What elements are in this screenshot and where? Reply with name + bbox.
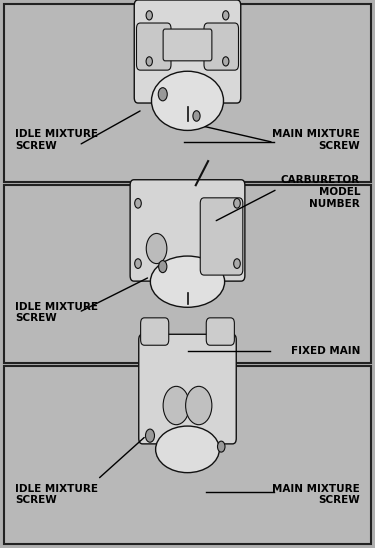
FancyBboxPatch shape [206,318,234,345]
Text: FIXED MAIN: FIXED MAIN [291,346,360,356]
Circle shape [146,11,152,20]
Circle shape [223,57,229,66]
Text: MAIN MIXTURE
SCREW: MAIN MIXTURE SCREW [272,484,360,505]
FancyBboxPatch shape [163,29,212,61]
FancyBboxPatch shape [134,0,241,103]
Circle shape [146,57,152,66]
Ellipse shape [150,256,225,307]
Circle shape [217,441,225,452]
Circle shape [146,429,154,442]
Circle shape [163,386,189,425]
Circle shape [146,233,167,264]
Text: IDLE MIXTURE
SCREW: IDLE MIXTURE SCREW [15,129,98,151]
Circle shape [135,259,141,269]
FancyBboxPatch shape [4,4,371,182]
FancyBboxPatch shape [136,23,171,70]
Ellipse shape [156,426,219,472]
Circle shape [234,198,240,208]
Text: CARBURETOR
MODEL
NUMBER: CARBURETOR MODEL NUMBER [281,175,360,209]
Circle shape [186,386,212,425]
Text: IDLE MIXTURE
SCREW: IDLE MIXTURE SCREW [15,302,98,323]
Circle shape [159,261,167,273]
FancyBboxPatch shape [139,334,236,444]
FancyBboxPatch shape [204,23,238,70]
Circle shape [223,11,229,20]
Circle shape [234,259,240,269]
Text: MAIN MIXTURE
SCREW: MAIN MIXTURE SCREW [272,129,360,151]
FancyBboxPatch shape [200,198,243,275]
FancyBboxPatch shape [4,185,371,363]
Ellipse shape [152,71,224,130]
Circle shape [193,111,200,121]
FancyBboxPatch shape [141,318,169,345]
Circle shape [158,88,167,101]
Circle shape [135,198,141,208]
Text: IDLE MIXTURE
SCREW: IDLE MIXTURE SCREW [15,484,98,505]
FancyBboxPatch shape [4,366,371,544]
FancyBboxPatch shape [130,180,245,281]
